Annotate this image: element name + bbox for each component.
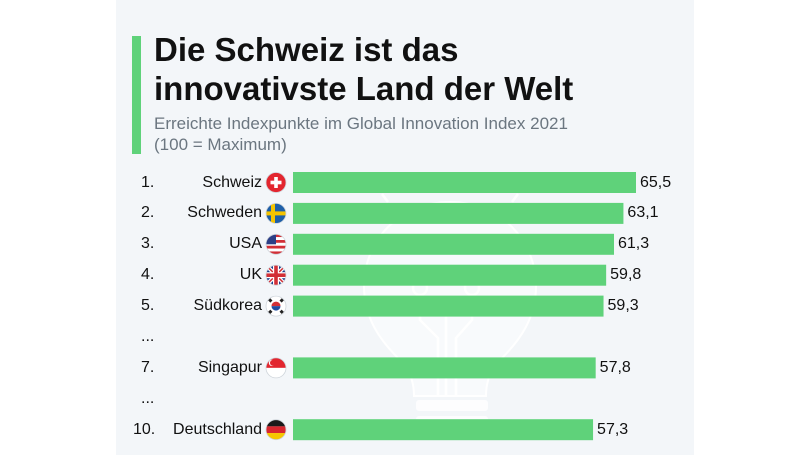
flag-usa-icon	[265, 233, 287, 255]
bar-schweiz	[293, 172, 636, 193]
bar-deutschland	[293, 419, 594, 441]
rank-label: 5.	[141, 297, 155, 315]
rank-label: 4.	[141, 266, 155, 284]
title-line-2: innovativste Land der Welt	[154, 70, 574, 107]
rank-label: 1.	[141, 173, 155, 191]
value-label: 65,5	[640, 173, 672, 191]
bar-südkorea	[293, 295, 604, 317]
rank-label: 7.	[141, 358, 155, 376]
value-label: 57,8	[599, 358, 631, 376]
rank-label: 3.	[141, 235, 155, 253]
subtitle-line-1: Erreichte Indexpunkte im Global Innovati…	[154, 114, 568, 133]
chart-subtitle: Erreichte Indexpunkte im Global Innovati…	[154, 113, 674, 155]
flag-switzerland-icon	[265, 172, 287, 193]
country-label: USA	[229, 235, 262, 253]
flag-germany-icon	[265, 419, 287, 441]
country-label: UK	[239, 266, 262, 284]
rank-label: 2.	[141, 204, 155, 222]
bar-schweden	[293, 202, 624, 224]
country-label: Südkorea	[193, 297, 263, 315]
country-label: Schweiz	[202, 173, 262, 191]
value-label: 59,8	[610, 266, 642, 284]
value-label: 63,1	[627, 204, 659, 222]
value-label: 61,3	[618, 235, 650, 253]
country-label: Singapur	[197, 358, 262, 376]
country-label: Deutschland	[173, 420, 262, 438]
chart-panel	[116, 0, 694, 455]
row-ellipsis: ...	[141, 389, 155, 407]
flag-uk-icon	[265, 264, 287, 286]
bar-usa	[293, 233, 615, 255]
row-ellipsis: ...	[141, 328, 155, 345]
bar-uk	[293, 264, 607, 286]
title-accent-bar	[132, 36, 141, 154]
flag-sweden-icon	[265, 202, 287, 224]
country-label: Schweden	[187, 204, 262, 222]
chart-title: Die Schweiz ist das innovativste Land de…	[154, 30, 674, 108]
subtitle-line-2: (100 = Maximum)	[154, 135, 287, 154]
value-label: 59,3	[607, 297, 639, 315]
bar-singapur	[293, 357, 596, 379]
flag-singapore-icon	[265, 357, 287, 379]
flag-south-korea-icon	[265, 295, 287, 317]
rank-label: 10.	[133, 420, 156, 438]
value-label: 57,3	[597, 420, 629, 438]
title-line-1: Die Schweiz ist das	[154, 31, 459, 68]
